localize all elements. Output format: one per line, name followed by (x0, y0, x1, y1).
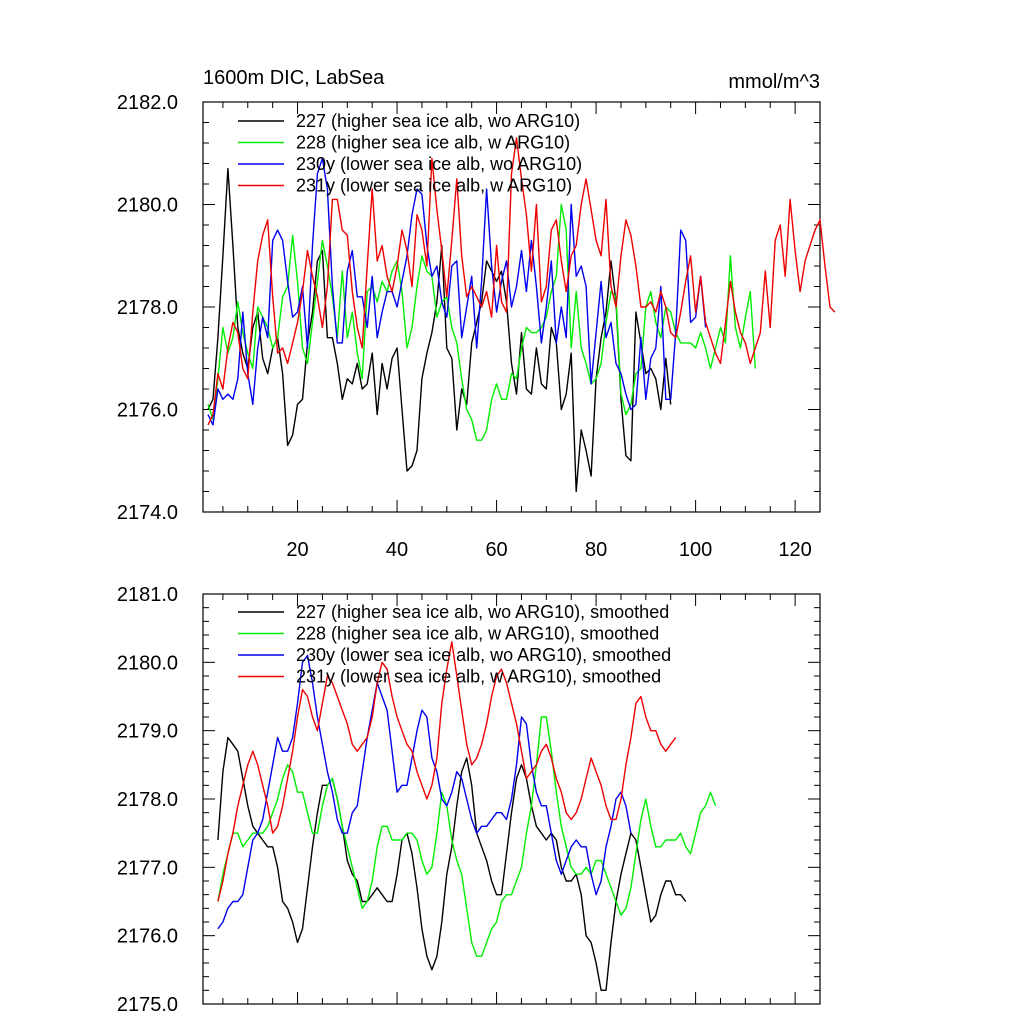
top-y-tick-label: 2180.0 (117, 195, 178, 217)
top-y-tick-label: 2182.0 (117, 92, 178, 114)
bottom-chart-panel: 2175.0 2176.0 2177.0 2178.0 2179.0 2180.0 2181… (117, 584, 821, 1016)
top-series-line-0 (207, 167, 672, 493)
bottom-chart-lines (217, 641, 717, 991)
top-x-tick-label: 40 (386, 539, 408, 561)
top-y-tick-label: 2178.0 (117, 297, 178, 319)
bottom-series-line-0 (217, 736, 687, 991)
top-series-line-2 (207, 157, 707, 426)
top-series-line-1 (207, 203, 756, 441)
top-y-tick-label: 2176.0 (117, 400, 178, 422)
top-chart-lines (207, 137, 836, 493)
top-x-tick-label: 80 (585, 539, 607, 561)
bottom-chart-legend: 227 (higher sea ice alb, wo ARG10), smoo… (238, 602, 671, 687)
top-legend-label-3: 231y (lower sea ice alb, w ARG10) (296, 176, 572, 196)
top-legend-label-0: 227 (higher sea ice alb, wo ARG10) (296, 111, 580, 131)
top-chart-legend: 227 (higher sea ice alb, wo ARG10)228 (h… (238, 111, 582, 196)
top-legend-label-1: 228 (higher sea ice alb, w ARG10) (296, 133, 570, 153)
top-x-tick-label: 120 (778, 539, 811, 561)
bottom-legend-label-3: 231y (lower sea ice alb, w ARG10), smoot… (296, 667, 661, 687)
bottom-y-tick-label: 2178.0 (117, 789, 178, 811)
bottom-y-tick-label: 2180.0 (117, 652, 178, 674)
bottom-chart-ticks: 2175.0 2176.0 2177.0 2178.0 2179.0 2180.0 2181… (117, 584, 821, 1016)
top-chart-title: 1600m DIC, LabSea (203, 67, 385, 89)
bottom-series-line-1 (217, 716, 717, 957)
top-series-line-3 (207, 137, 836, 426)
bottom-y-tick-label: 2176.0 (117, 926, 178, 948)
bottom-y-tick-label: 2181.0 (117, 584, 178, 606)
top-x-tick-label: 20 (286, 539, 308, 561)
bottom-y-tick-label: 2179.0 (117, 721, 178, 743)
bottom-series-line-2 (217, 654, 632, 930)
bottom-y-tick-label: 2177.0 (117, 857, 178, 879)
bottom-legend-label-1: 228 (higher sea ice alb, w ARG10), smoot… (296, 624, 659, 644)
top-x-tick-label: 100 (679, 539, 712, 561)
top-chart-units: mmol/m^3 (728, 71, 820, 93)
bottom-y-tick-label: 2175.0 (117, 994, 178, 1016)
bottom-legend-label-2: 230y (lower sea ice alb, wo ARG10), smoo… (296, 645, 671, 665)
bottom-legend-label-0: 227 (higher sea ice alb, wo ARG10), smoo… (296, 602, 669, 622)
top-legend-label-2: 230y (lower sea ice alb, wo ARG10) (296, 154, 582, 174)
top-chart-panel: 1600m DIC, LabSea mmol/m^3 20 40 60 80 100 12… (117, 67, 836, 561)
bottom-series-line-3 (217, 641, 677, 902)
top-x-tick-label: 60 (485, 539, 507, 561)
top-y-tick-label: 2174.0 (117, 502, 178, 524)
top-chart-ticks: 20 40 60 80 100 120 2174.0 2176.0 2178.0 2180.0 21… (117, 92, 821, 561)
